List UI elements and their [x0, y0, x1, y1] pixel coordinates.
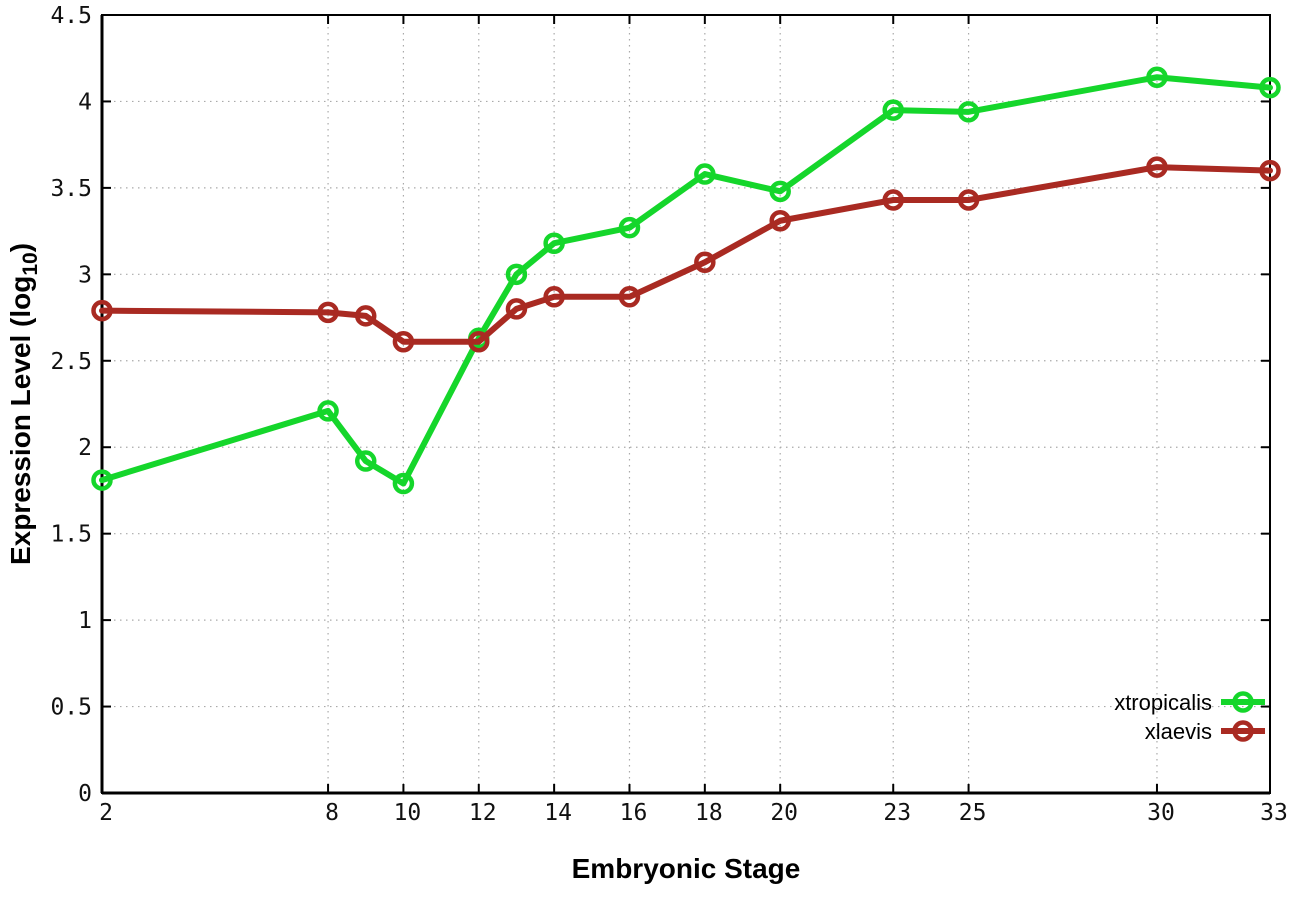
x-axis-title: Embryonic Stage: [572, 853, 801, 884]
legend-sample-marker-xtropicalis: [1232, 691, 1254, 713]
data-point-xlaevis: [694, 251, 716, 273]
x-tick-label: 8: [325, 800, 339, 826]
data-point-xlaevis: [769, 209, 791, 232]
legend-label-xlaevis: xlaevis: [1145, 719, 1212, 744]
plot-border: [101, 14, 1271, 794]
y-tick-label: 0.5: [50, 695, 92, 721]
data-point-xlaevis: [957, 189, 980, 211]
y-axis-title: Expression Level (log10): [5, 243, 42, 565]
x-tick-label: 30: [1147, 800, 1175, 826]
y-tick-label: 3: [78, 262, 92, 288]
x-tick-label: 25: [959, 800, 987, 826]
legend-label-xtropicalis: xtropicalis: [1114, 690, 1212, 715]
data-point-xlaevis: [505, 298, 528, 320]
data-point-xtropicalis: [317, 400, 339, 422]
x-tick-label: 18: [695, 800, 723, 826]
data-point-xlaevis: [1146, 156, 1168, 178]
y-tick-label: 4.5: [50, 3, 92, 29]
data-point-xlaevis: [882, 189, 904, 211]
data-point-xtropicalis: [882, 99, 904, 121]
data-point-xtropicalis: [505, 263, 528, 286]
data-point-xlaevis: [618, 286, 641, 308]
x-tick-label: 33: [1260, 800, 1288, 826]
data-point-xtropicalis: [957, 101, 980, 123]
x-tick-label: 16: [620, 800, 648, 826]
data-point-xlaevis: [543, 286, 565, 308]
data-point-xlaevis: [91, 299, 113, 322]
data-point-xtropicalis: [1259, 76, 1281, 99]
legend-sample-marker-xlaevis: [1232, 720, 1254, 742]
x-tick-label: 12: [469, 800, 497, 826]
y-tick-label: 4: [78, 89, 92, 115]
data-point-xtropicalis: [769, 180, 791, 203]
y-tick-label: 2.5: [50, 349, 92, 375]
data-point-xlaevis: [392, 331, 415, 353]
data-point-xtropicalis: [1146, 66, 1168, 88]
y-tick-label: 3.5: [50, 176, 92, 202]
data-point-xtropicalis: [392, 472, 415, 495]
y-tick-label: 0: [78, 781, 92, 807]
data-point-xlaevis: [468, 331, 490, 353]
y-tick-label: 2: [78, 435, 92, 461]
series-line-xtropicalis: [99, 74, 1273, 487]
data-point-xtropicalis: [694, 163, 716, 185]
x-tick-label: 20: [770, 800, 798, 826]
data-point-xlaevis: [317, 301, 339, 324]
y-tick-label: 1: [78, 608, 92, 634]
data-point-xlaevis: [1259, 159, 1281, 182]
data-point-xtropicalis: [354, 450, 377, 472]
data-point-xtropicalis: [91, 469, 113, 491]
data-point-xlaevis: [354, 305, 377, 327]
y-tick-label: 1.5: [50, 522, 92, 548]
series-line-xlaevis: [99, 164, 1273, 345]
x-tick-label: 2: [99, 800, 113, 826]
x-tick-label: 14: [544, 800, 572, 826]
x-tick-label: 10: [394, 800, 422, 826]
data-point-xtropicalis: [618, 216, 641, 239]
x-tick-label: 23: [883, 800, 911, 826]
data-point-xtropicalis: [543, 232, 565, 254]
